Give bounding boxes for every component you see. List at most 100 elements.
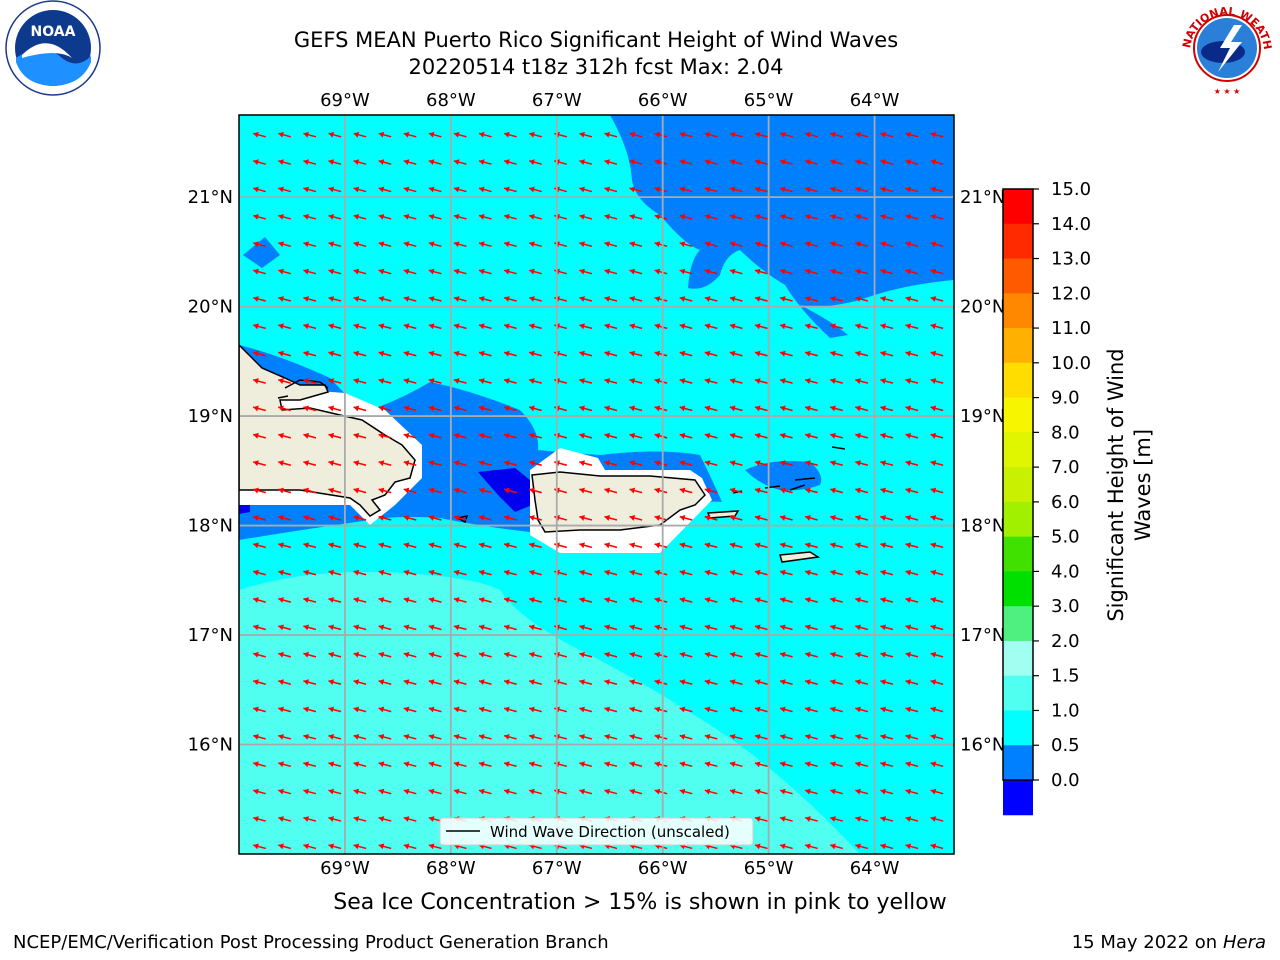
colorbar-tick-label: 12.0 xyxy=(1051,283,1091,304)
wave-height-field xyxy=(239,115,954,854)
wave-direction-arrow xyxy=(779,296,793,302)
wave-direction-arrow xyxy=(604,213,618,220)
longitude-label-bottom: 68°W xyxy=(426,858,476,879)
wave-direction-arrow xyxy=(328,706,342,713)
wave-direction-arrow xyxy=(704,268,718,275)
wave-direction-arrow xyxy=(930,843,944,850)
wave-direction-arrow xyxy=(830,843,843,850)
wave-direction-arrow xyxy=(855,816,869,822)
wave-direction-arrow xyxy=(604,296,618,302)
credit-line: NCEP/EMC/Verification Post Processing Pr… xyxy=(13,932,609,953)
wave-direction-arrow xyxy=(654,460,668,467)
wave-direction-arrow xyxy=(629,761,643,768)
wave-direction-arrow xyxy=(654,761,668,768)
wave-direction-arrow xyxy=(629,350,643,357)
wave-direction-arrow xyxy=(328,733,342,740)
wave-direction-arrow xyxy=(779,788,793,795)
wave-direction-arrow xyxy=(830,733,843,740)
longitude-label-bottom: 69°W xyxy=(320,858,370,879)
wave-direction-arrow xyxy=(880,378,894,384)
wave-direction-arrow xyxy=(754,843,768,850)
wave-direction-arrow xyxy=(604,597,618,603)
wave-direction-arrow xyxy=(328,788,342,795)
wave-direction-arrow xyxy=(403,788,417,795)
wave-direction-arrow xyxy=(328,487,342,494)
colorbar-tick-label: 14.0 xyxy=(1051,214,1091,235)
wave-direction-arrow xyxy=(729,515,743,521)
wave-direction-arrow xyxy=(453,241,467,248)
wave-direction-arrow xyxy=(604,487,618,494)
wave-direction-arrow xyxy=(804,405,818,412)
colorbar-swatch xyxy=(1003,189,1033,225)
wave-direction-arrow xyxy=(579,350,593,357)
wave-direction-arrow xyxy=(378,706,392,713)
wave-direction-arrow xyxy=(428,761,442,768)
wave-direction-arrow xyxy=(503,159,517,166)
wave-direction-arrow xyxy=(930,159,944,166)
wave-direction-arrow xyxy=(905,213,919,220)
wave-direction-arrow xyxy=(930,186,944,193)
wave-direction-arrow xyxy=(679,651,693,658)
wave-direction-arrow xyxy=(503,597,517,603)
latitude-label-right: 17°N xyxy=(960,625,1005,646)
wave-direction-arrow xyxy=(503,651,517,658)
wave-direction-arrow xyxy=(855,131,869,138)
wave-direction-arrow xyxy=(428,432,442,439)
wave-direction-arrow xyxy=(303,651,317,658)
wave-direction-arrow xyxy=(679,268,693,275)
wave-direction-arrow xyxy=(779,597,793,603)
wave-direction-arrow xyxy=(253,405,266,412)
latitude-label-left: 20°N xyxy=(188,297,233,318)
wave-direction-arrow xyxy=(403,487,417,494)
wave-direction-arrow xyxy=(353,350,367,357)
wave-direction-arrow xyxy=(428,788,442,795)
wave-direction-arrow xyxy=(528,651,542,658)
wave-direction-arrow xyxy=(378,405,392,412)
wave-direction-arrow xyxy=(729,788,743,795)
wave-direction-arrow xyxy=(604,679,618,686)
wave-direction-arrow xyxy=(754,816,768,822)
sea-ice-note: Sea Ice Concentration > 15% is shown in … xyxy=(333,890,947,915)
wave-direction-arrow xyxy=(253,843,266,850)
wave-direction-arrow xyxy=(328,268,342,275)
wave-direction-arrow xyxy=(855,515,869,521)
wave-direction-arrow xyxy=(579,706,593,713)
wave-direction-arrow xyxy=(253,131,266,138)
wave-direction-arrow xyxy=(378,542,392,549)
wave-direction-arrow xyxy=(428,816,442,822)
wave-direction-arrow xyxy=(579,268,593,275)
wave-direction-arrow xyxy=(754,515,768,521)
wave-direction-arrow xyxy=(328,843,342,850)
wave-direction-arrow xyxy=(679,542,693,549)
wave-direction-arrow xyxy=(378,296,392,302)
wave-direction-arrow xyxy=(328,569,342,576)
wave-direction-arrow xyxy=(704,706,718,713)
wave-direction-arrow xyxy=(353,268,367,275)
wave-direction-arrow xyxy=(428,405,442,412)
wave-direction-arrow xyxy=(930,241,944,248)
wave-direction-arrow xyxy=(403,597,417,603)
wave-direction-arrow xyxy=(629,597,643,603)
wave-direction-arrow xyxy=(503,268,517,275)
wave-direction-arrow xyxy=(629,186,643,193)
wave-direction-arrow xyxy=(428,268,442,275)
wave-direction-arrow xyxy=(930,788,944,795)
wave-direction-arrow xyxy=(654,569,668,576)
wave-direction-arrow xyxy=(453,487,467,494)
wave-direction-arrow xyxy=(453,733,467,740)
wave-direction-arrow xyxy=(503,131,517,138)
wave-direction-arrow xyxy=(855,432,869,439)
colorbar-label-units: Waves [m] xyxy=(1131,429,1155,541)
wave-direction-arrow xyxy=(403,843,417,850)
svg-text:NOAA: NOAA xyxy=(31,24,76,40)
wave-direction-arrow xyxy=(353,378,367,384)
wave-direction-arrow xyxy=(679,241,693,248)
wave-direction-arrow xyxy=(353,487,367,494)
graticule-lines xyxy=(239,115,954,854)
wave-direction-arrow xyxy=(428,706,442,713)
wave-direction-arrow xyxy=(905,624,919,631)
wave-direction-arrow xyxy=(704,487,718,494)
wave-direction-arrow xyxy=(880,515,894,521)
wave-band-1.5-2 xyxy=(239,571,860,854)
wave-direction-arrow xyxy=(278,651,292,658)
